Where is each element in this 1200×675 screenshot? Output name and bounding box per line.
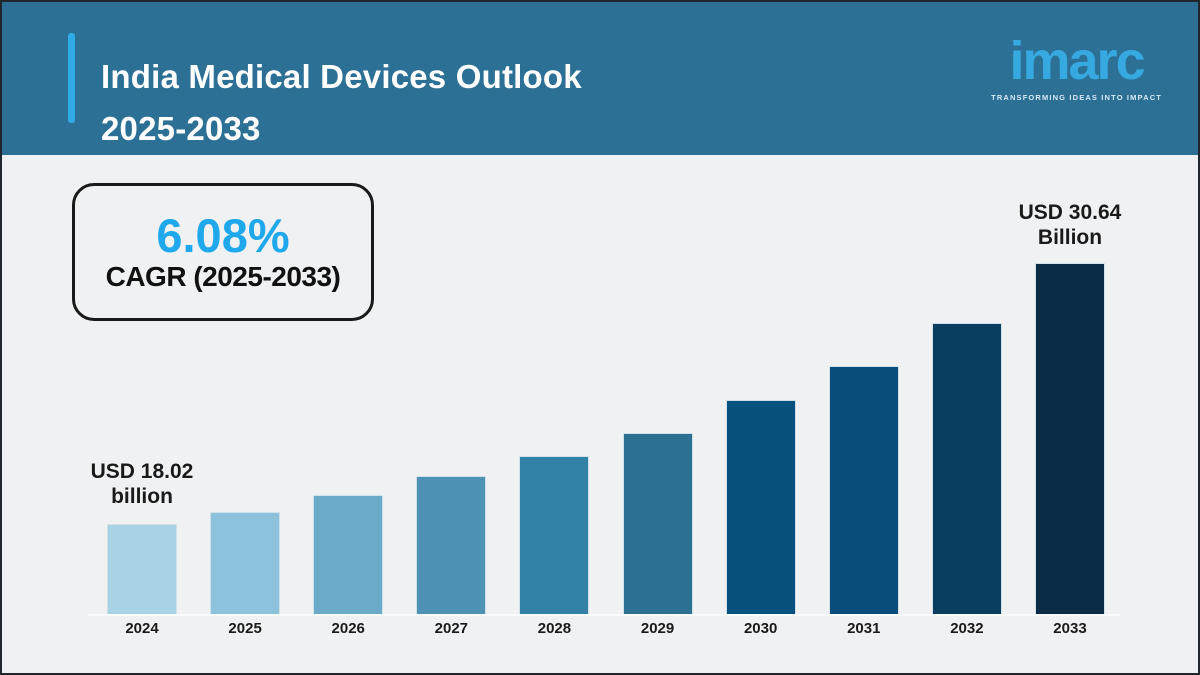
cagr-card: 6.08% CAGR (2025-2033) — [72, 183, 374, 321]
bar-2033 — [1034, 263, 1105, 615]
year-label-2026: 2026 — [331, 620, 365, 637]
year-label-2031: 2031 — [847, 620, 881, 637]
year-label-2030: 2030 — [743, 620, 778, 637]
start-value-line-2: billion — [111, 485, 173, 508]
bars — [107, 263, 1105, 615]
bar-2029 — [622, 433, 693, 615]
header-banner: India Medical Devices Outlook 2025-2033 … — [2, 2, 1198, 155]
title-accent-bar — [68, 33, 75, 123]
year-label-2032: 2032 — [950, 620, 984, 637]
end-value-label: USD 30.64 Billion — [970, 200, 1170, 250]
bar-2026 — [313, 495, 384, 615]
bar-2024 — [107, 524, 177, 615]
year-label-2028: 2028 — [537, 620, 572, 637]
year-label-2024: 2024 — [125, 620, 159, 637]
start-value-label: USD 18.02 billion — [42, 459, 242, 509]
chart-baseline — [88, 614, 1120, 616]
cagr-value: 6.08% — [156, 209, 290, 263]
bar-2028 — [519, 456, 590, 615]
bar-2027 — [416, 476, 487, 615]
page-title: India Medical Devices Outlook 2025-2033 — [101, 51, 582, 155]
start-value-line-1: USD 18.02 — [90, 460, 194, 483]
bar-2025 — [210, 512, 281, 615]
logo-tagline: TRANSFORMING IDEAS INTO IMPACT — [991, 93, 1162, 102]
year-label-2027: 2027 — [434, 620, 469, 637]
end-value-line-2: Billion — [1037, 226, 1103, 249]
logo-wordmark: imarc — [1009, 31, 1146, 91]
year-labels: 2024 2025 2026 2027 2028 2029 2030 2031 2032 2033 — [108, 620, 1104, 637]
bar-2030 — [725, 400, 796, 615]
bar-2031 — [828, 366, 899, 615]
bar-2032 — [931, 323, 1002, 615]
end-value-line-1: USD 30.64 — [1018, 201, 1122, 224]
year-label-2025: 2025 — [228, 620, 262, 637]
cagr-label: CAGR (2025-2033) — [105, 260, 341, 292]
year-label-2033: 2033 — [1053, 620, 1087, 637]
title-line-1: India Medical Devices Outlook — [101, 58, 582, 96]
imarc-logo: imarc TRANSFORMING IDEAS INTO IMPACT — [991, 32, 1162, 102]
year-label-2029: 2029 — [640, 620, 675, 637]
title-line-2: 2025-2033 — [101, 110, 261, 148]
